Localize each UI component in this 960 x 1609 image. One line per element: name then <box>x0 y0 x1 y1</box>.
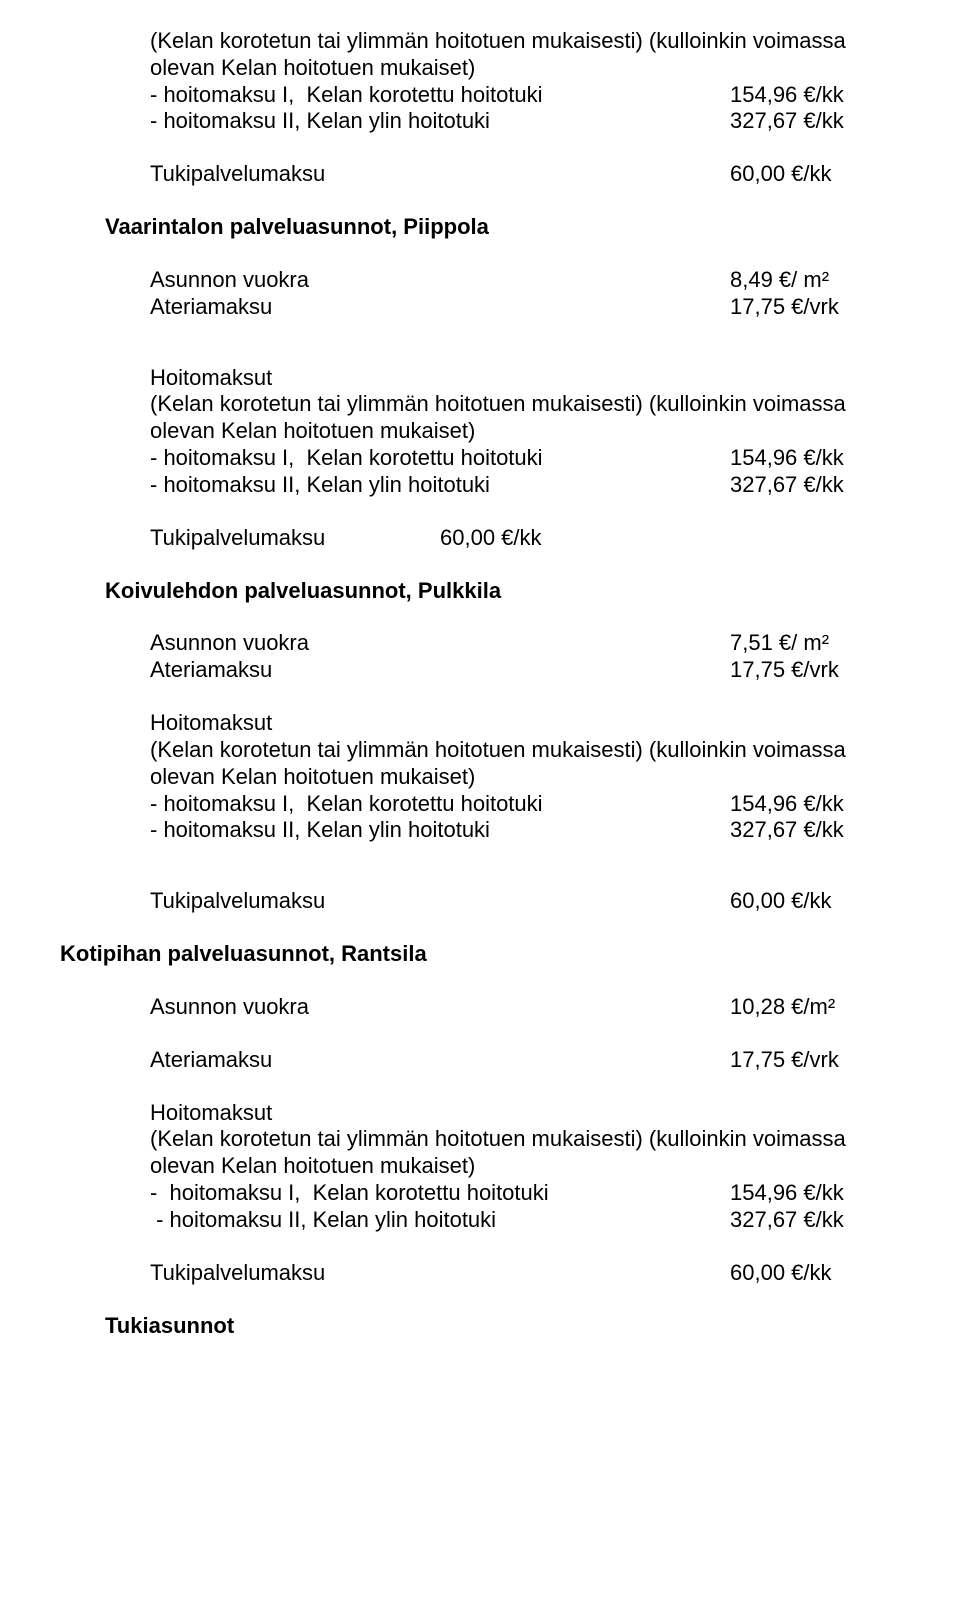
tuki-value: 60,00 €/kk <box>440 525 542 552</box>
section-heading: Vaarintalon palveluasunnot, Piippola <box>105 214 489 239</box>
meal-value: 17,75 €/vrk <box>730 294 900 321</box>
tuki-label: Tukipalvelumaksu <box>150 161 730 188</box>
meal-row: Ateriamaksu 17,75 €/vrk <box>150 294 900 321</box>
tuki-value: 60,00 €/kk <box>730 1260 900 1287</box>
fee-label: - hoitomaksu II, Kelan ylin hoitotuki <box>150 817 730 844</box>
fee-row-2: - hoitomaksu II, Kelan ylin hoitotuki 32… <box>150 817 900 844</box>
fee-label: - hoitomaksu I, Kelan korotettu hoitotuk… <box>150 791 730 818</box>
hoitomaksut-label: Hoitomaksut <box>150 710 900 737</box>
fee-value: 327,67 €/kk <box>730 472 900 499</box>
hoitomaksut-label: Hoitomaksut <box>150 365 900 392</box>
meal-value: 17,75 €/vrk <box>730 1047 900 1074</box>
section-5-heading-wrap: Tukiasunnot <box>105 1313 900 1340</box>
rent-label: Asunnon vuokra <box>150 994 730 1021</box>
rent-label: Asunnon vuokra <box>150 267 730 294</box>
fee-row-2: - hoitomaksu II, Kelan ylin hoitotuki 32… <box>150 472 900 499</box>
intro-line-a: (Kelan korotetun tai ylimmän hoitotuen m… <box>150 391 900 418</box>
section-3-heading-wrap: Koivulehdon palveluasunnot, Pulkkila <box>105 578 900 605</box>
intro-line-b: olevan Kelan hoitotuen mukaiset) <box>150 1153 900 1180</box>
rent-value: 10,28 €/m² <box>730 994 900 1021</box>
fee-label: - hoitomaksu I, Kelan korotettu hoitotuk… <box>150 445 730 472</box>
tuki-label: Tukipalvelumaksu <box>150 888 730 915</box>
fee-value: 154,96 €/kk <box>730 82 900 109</box>
tuki-row: Tukipalvelumaksu 60,00 €/kk <box>150 1260 900 1287</box>
fee-row-1: - hoitomaksu I, Kelan korotettu hoitotuk… <box>150 1180 900 1207</box>
fee-label: - hoitomaksu I, Kelan korotettu hoitotuk… <box>150 1180 730 1207</box>
section-2-heading-wrap: Vaarintalon palveluasunnot, Piippola <box>105 214 900 241</box>
section-4: Asunnon vuokra 10,28 €/m² Ateriamaksu 17… <box>150 994 900 1287</box>
tuki-row: Tukipalvelumaksu 60,00 €/kk <box>150 888 900 915</box>
rent-label: Asunnon vuokra <box>150 630 730 657</box>
tuki-label: Tukipalvelumaksu <box>150 525 440 552</box>
tuki-value: 60,00 €/kk <box>730 888 900 915</box>
fee-row-1: - hoitomaksu I, Kelan korotettu hoitotuk… <box>150 445 900 472</box>
meal-label: Ateriamaksu <box>150 1047 730 1074</box>
fee-value: 154,96 €/kk <box>730 791 900 818</box>
fee-row-1: - hoitomaksu I, Kelan korotettu hoitotuk… <box>150 82 900 109</box>
fee-value: 154,96 €/kk <box>730 445 900 472</box>
meal-row: Ateriamaksu 17,75 €/vrk <box>150 1047 900 1074</box>
hoitomaksut-label: Hoitomaksut <box>150 1100 900 1127</box>
fee-row-2: - hoitomaksu II, Kelan ylin hoitotuki 32… <box>150 108 900 135</box>
intro-line-b: olevan Kelan hoitotuen mukaiset) <box>150 764 900 791</box>
fee-value: 327,67 €/kk <box>730 1207 900 1234</box>
intro-line-a: (Kelan korotetun tai ylimmän hoitotuen m… <box>150 1126 900 1153</box>
meal-label: Ateriamaksu <box>150 294 730 321</box>
fee-row-2: - hoitomaksu II, Kelan ylin hoitotuki 32… <box>150 1207 900 1234</box>
tuki-row: Tukipalvelumaksu 60,00 €/kk <box>150 161 900 188</box>
fee-label: - hoitomaksu I, Kelan korotettu hoitotuk… <box>150 82 730 109</box>
rent-row: Asunnon vuokra 7,51 €/ m² <box>150 630 900 657</box>
fee-row-1: - hoitomaksu I, Kelan korotettu hoitotuk… <box>150 791 900 818</box>
fee-label: - hoitomaksu II, Kelan ylin hoitotuki <box>150 472 730 499</box>
intro-line-a: (Kelan korotetun tai ylimmän hoitotuen m… <box>150 737 900 764</box>
fee-value: 154,96 €/kk <box>730 1180 900 1207</box>
fee-label: - hoitomaksu II, Kelan ylin hoitotuki <box>150 1207 730 1234</box>
intro-line-a: (Kelan korotetun tai ylimmän hoitotuen m… <box>150 28 900 55</box>
section-2: Asunnon vuokra 8,49 €/ m² Ateriamaksu 17… <box>150 267 900 552</box>
meal-label: Ateriamaksu <box>150 657 730 684</box>
intro-line-b: olevan Kelan hoitotuen mukaiset) <box>150 418 900 445</box>
section-1: (Kelan korotetun tai ylimmän hoitotuen m… <box>150 28 900 188</box>
section-4-heading-wrap: Kotipihan palveluasunnot, Rantsila <box>60 941 960 968</box>
tuki-value: 60,00 €/kk <box>730 161 900 188</box>
fee-value: 327,67 €/kk <box>730 817 900 844</box>
meal-value: 17,75 €/vrk <box>730 657 900 684</box>
tuki-label: Tukipalvelumaksu <box>150 1260 730 1287</box>
fee-label: - hoitomaksu II, Kelan ylin hoitotuki <box>150 108 730 135</box>
tuki-row: Tukipalvelumaksu 60,00 €/kk <box>150 525 900 552</box>
section-3: Asunnon vuokra 7,51 €/ m² Ateriamaksu 17… <box>150 630 900 915</box>
section-heading: Koivulehdon palveluasunnot, Pulkkila <box>105 578 501 603</box>
rent-row: Asunnon vuokra 8,49 €/ m² <box>150 267 900 294</box>
rent-value: 8,49 €/ m² <box>730 267 900 294</box>
rent-value: 7,51 €/ m² <box>730 630 900 657</box>
intro-line-b: olevan Kelan hoitotuen mukaiset) <box>150 55 900 82</box>
fee-value: 327,67 €/kk <box>730 108 900 135</box>
meal-row: Ateriamaksu 17,75 €/vrk <box>150 657 900 684</box>
section-heading: Tukiasunnot <box>105 1313 234 1338</box>
section-heading: Kotipihan palveluasunnot, Rantsila <box>60 941 427 966</box>
rent-row: Asunnon vuokra 10,28 €/m² <box>150 994 900 1021</box>
